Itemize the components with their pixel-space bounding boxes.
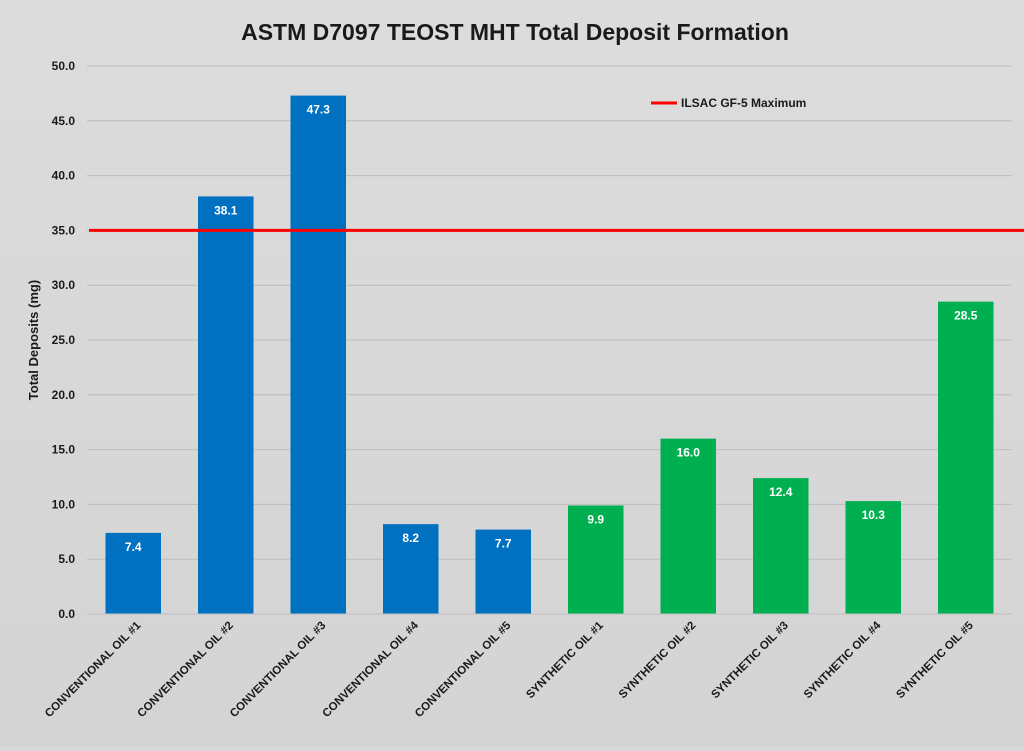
y-tick-label-2: 10.0: [52, 497, 76, 511]
x-tick-label-5: CONVENTIONAL OIL #5: [413, 619, 514, 720]
x-tick-label-7: SYNTHETIC OIL #2: [617, 620, 699, 702]
data-label-8: 12.4: [769, 485, 793, 499]
bar-5: [475, 529, 531, 614]
y-tick-label-8: 40.0: [52, 169, 76, 183]
x-tick-label-10: SYNTHETIC OIL #5: [894, 619, 976, 701]
data-label-1: 7.4: [125, 540, 142, 554]
data-label-2: 38.1: [214, 203, 238, 217]
y-tick-label-9: 45.0: [52, 114, 76, 128]
data-label-3: 47.3: [307, 103, 331, 117]
x-tick-label-1: CONVENTIONAL OIL #1: [43, 619, 144, 720]
bar-7: [660, 438, 716, 614]
bar-1: [105, 532, 161, 614]
data-label-10: 28.5: [954, 309, 978, 323]
bar-9: [845, 501, 901, 614]
data-label-5: 7.7: [495, 537, 512, 551]
bar-10: [938, 301, 994, 614]
y-tick-label-4: 20.0: [52, 388, 76, 402]
x-tick-label-8: SYNTHETIC OIL #3: [709, 620, 791, 702]
y-tick-label-0: 0.0: [58, 607, 75, 621]
x-tick-label-9: SYNTHETIC OIL #4: [802, 619, 884, 701]
y-tick-label-7: 35.0: [52, 223, 76, 237]
y-tick-label-5: 25.0: [52, 333, 76, 347]
legend-label-reference-line: ILSAC GF-5 Maximum: [681, 96, 806, 110]
bar-8: [753, 478, 809, 614]
x-tick-label-6: SYNTHETIC OIL #1: [524, 619, 606, 701]
y-axis-label: Total Deposits (mg): [26, 280, 41, 400]
data-label-4: 8.2: [402, 531, 419, 545]
y-tick-label-6: 30.0: [52, 278, 76, 292]
bar-3: [290, 95, 346, 615]
bars: [105, 95, 994, 615]
data-labels: 7.4 38.1 47.3 8.2 7.7 9.9 16.0 12.4 10.3 28.5: [125, 103, 978, 554]
y-tick-label-10: 50.0: [52, 59, 76, 73]
chart-title: ASTM D7097 TEOST MHT Total Deposit Forma…: [241, 19, 789, 45]
bar-6: [568, 505, 624, 614]
bar-2: [198, 196, 254, 614]
data-label-7: 16.0: [677, 446, 701, 460]
y-axis-ticks: 0.0 5.0 10.0 15.0 20.0 25.0 30.0 35.0 40.0 45.0 50…: [52, 59, 76, 621]
data-label-9: 10.3: [862, 508, 886, 522]
data-label-6: 9.9: [587, 512, 604, 526]
x-tick-label-2: CONVENTIONAL OIL #2: [136, 620, 236, 720]
x-tick-label-4: CONVENTIONAL OIL #4: [321, 619, 422, 720]
y-tick-label-3: 15.0: [52, 443, 76, 457]
y-tick-label-1: 5.0: [58, 552, 75, 566]
x-tick-label-3: CONVENTIONAL OIL #3: [228, 620, 328, 720]
bar-4: [383, 524, 439, 614]
legend: ILSAC GF-5 Maximum: [651, 96, 806, 110]
